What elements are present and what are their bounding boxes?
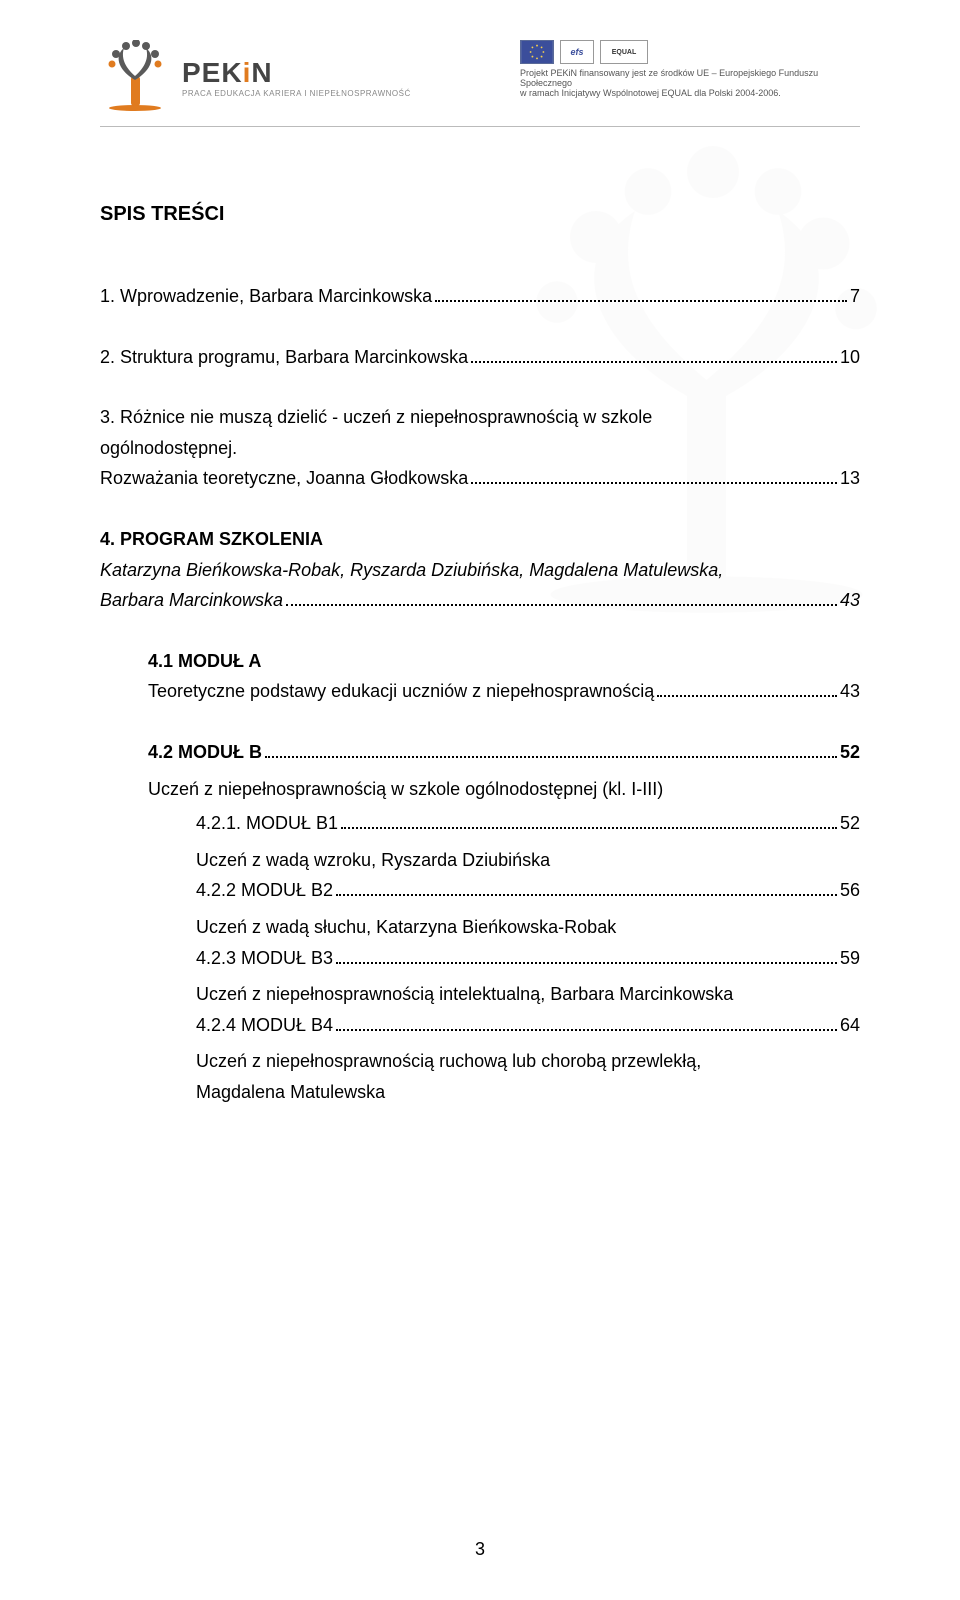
toc-page: 59: [840, 943, 860, 974]
toc-page: 52: [840, 808, 860, 839]
toc-entry: Teoretyczne podstawy edukacji uczniów z …: [148, 676, 860, 707]
toc-label: 3. Różnice nie muszą dzielić - uczeń z n…: [100, 407, 652, 427]
toc-page: 10: [840, 342, 860, 373]
toc-page: 52: [840, 737, 860, 768]
toc-entry: 4.2.2 MODUŁ B2 56: [196, 875, 860, 906]
toc-label: Teoretyczne podstawy edukacji uczniów z …: [148, 676, 654, 707]
toc-entry: 4.2.4 MODUŁ B4 64: [196, 1010, 860, 1041]
toc-label: 4.2.1. MODUŁ B1: [196, 808, 338, 839]
brand-post: N: [251, 57, 272, 88]
toc-entry: 2. Struktura programu, Barbara Marcinkow…: [100, 342, 860, 373]
toc-page: 56: [840, 875, 860, 906]
toc-b4-desc-l2: Magdalena Matulewska: [196, 1077, 860, 1108]
toc-dots: [657, 680, 837, 697]
efs-badge: efs: [560, 40, 594, 64]
toc-authors: Katarzyna Bieńkowska-Robak, Ryszarda Dzi…: [100, 555, 860, 586]
toc-dots: [336, 879, 837, 896]
page: PEKiN PRACA EDUKACJA KARIERA I NIEPEŁNOS…: [0, 0, 960, 1600]
page-header: PEKiN PRACA EDUKACJA KARIERA I NIEPEŁNOS…: [100, 40, 860, 114]
toc-module-b-desc: Uczeń z niepełnosprawnością w szkole ogó…: [148, 774, 860, 805]
toc-page: 64: [840, 1010, 860, 1041]
toc-dots: [471, 346, 837, 363]
toc-b2-desc: Uczeń z wadą słuchu, Katarzyna Bieńkowsk…: [196, 912, 860, 943]
toc-dots: [286, 589, 837, 606]
tree-icon: [100, 40, 170, 114]
toc-page: 13: [840, 463, 860, 494]
toc-entry: Rozważania teoretyczne, Joanna Głodkowsk…: [100, 463, 860, 494]
toc-authors-cont: Barbara Marcinkowska: [100, 585, 283, 616]
brand-tagline: PRACA EDUKACJA KARIERA I NIEPEŁNOSPRAWNO…: [182, 89, 411, 98]
toc-b1-desc: Uczeń z wadą wzroku, Ryszarda Dziubińska: [196, 845, 860, 876]
page-number: 3: [0, 1539, 960, 1560]
toc-page: 43: [840, 676, 860, 707]
toc-dots: [471, 467, 837, 484]
toc-entry: 4.2.1. MODUŁ B1 52: [196, 808, 860, 839]
toc-label: Rozważania teoretyczne, Joanna Głodkowsk…: [100, 463, 468, 494]
toc-b3-desc: Uczeń z niepełnosprawnością intelektualn…: [196, 979, 860, 1010]
toc-label: 4.2.3 MODUŁ B3: [196, 943, 333, 974]
toc-page: 7: [850, 281, 860, 312]
eu-flag-icon: [520, 40, 554, 64]
brand-pre: PEK: [182, 57, 243, 88]
toc-label: 4.2.4 MODUŁ B4: [196, 1010, 333, 1041]
toc-content: SPIS TREŚCI 1. Wprowadzenie, Barbara Mar…: [100, 197, 860, 1107]
toc-module-b: 4.2 MODUŁ B: [148, 737, 262, 768]
brand-name: PEKiN: [182, 57, 411, 89]
toc-module-a: 4.1 MODUŁ A: [148, 646, 860, 677]
logo-left: PEKiN PRACA EDUKACJA KARIERA I NIEPEŁNOS…: [100, 40, 411, 114]
equal-badge: EQUAL: [600, 40, 648, 64]
toc-label: 1. Wprowadzenie, Barbara Marcinkowska: [100, 281, 432, 312]
toc-label: 2. Struktura programu, Barbara Marcinkow…: [100, 342, 468, 373]
toc-dots: [336, 1014, 837, 1031]
toc-entry: 4.2 MODUŁ B 52: [148, 737, 860, 768]
toc-dots: [265, 741, 837, 758]
funding-badges: efs EQUAL: [520, 40, 860, 64]
toc-b4-desc-l1: Uczeń z niepełnosprawnością ruchową lub …: [196, 1046, 860, 1077]
toc-entry: 4.2.3 MODUŁ B3 59: [196, 943, 860, 974]
toc-dots: [336, 946, 837, 963]
logo-right: efs EQUAL Projekt PEKiN finansowany jest…: [520, 40, 860, 98]
toc-entry-multiline: 3. Różnice nie muszą dzielić - uczeń z n…: [100, 402, 860, 433]
toc-label: 4.2.2 MODUŁ B2: [196, 875, 333, 906]
project-note-1: Projekt PEKiN finansowany jest ze środkó…: [520, 68, 860, 88]
toc-entry-line2: ogólnodostępnej.: [100, 433, 860, 464]
project-note-2: w ramach Inicjatywy Wspólnotowej EQUAL d…: [520, 88, 860, 98]
toc-dots: [341, 812, 837, 829]
toc-title: SPIS TREŚCI: [100, 197, 860, 231]
toc-entry: 1. Wprowadzenie, Barbara Marcinkowska 7: [100, 281, 860, 312]
toc-dots: [435, 285, 847, 302]
toc-section-heading: 4. PROGRAM SZKOLENIA: [100, 524, 860, 555]
toc-entry: Barbara Marcinkowska 43: [100, 585, 860, 616]
toc-page: 43: [840, 585, 860, 616]
